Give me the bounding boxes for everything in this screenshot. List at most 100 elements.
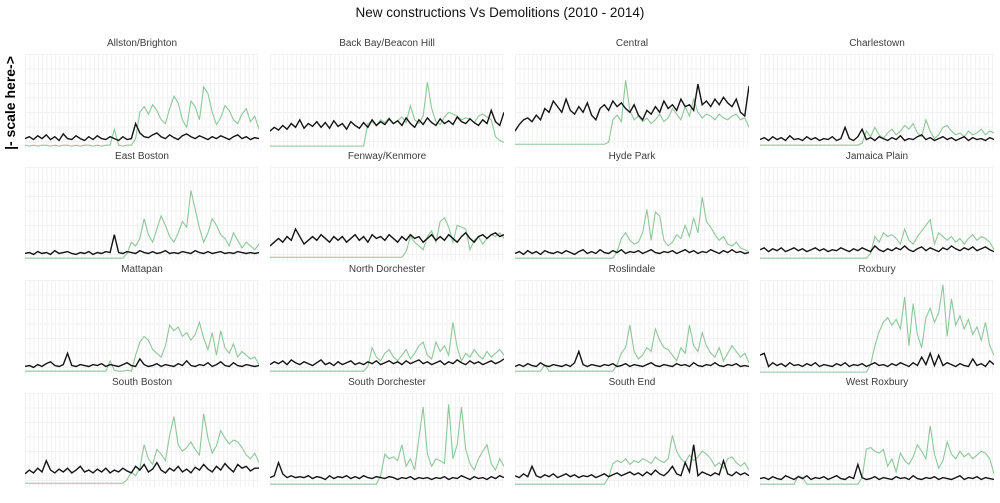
line-chart	[760, 280, 994, 374]
facet-panel: South Boston	[25, 375, 259, 487]
facet-plot	[25, 280, 259, 374]
facet-plot	[270, 280, 504, 374]
facet-panel: Mattapan	[25, 262, 259, 374]
facets-grid: Allston/Brighton Back Bay/Beacon Hill Cent…	[25, 36, 994, 487]
line-chart	[270, 280, 504, 374]
facet-title: West Roxbury	[845, 377, 909, 388]
demolitions-line	[270, 229, 504, 246]
new-constructions-line	[515, 197, 749, 258]
new-constructions-line	[515, 325, 749, 371]
new-constructions-line	[25, 87, 259, 146]
facet-title: Back Bay/Beacon Hill	[339, 38, 435, 49]
facet-title: South Dorchester	[348, 377, 426, 388]
facet-plot	[270, 54, 504, 148]
demolitions-line	[25, 461, 259, 474]
facet-panel: South Dorchester	[270, 375, 504, 487]
facet-title: North Dorchester	[348, 264, 426, 275]
line-chart	[515, 280, 749, 374]
new-constructions-line	[760, 426, 994, 484]
new-constructions-line	[515, 435, 749, 484]
facet-plot	[25, 54, 259, 148]
new-constructions-line	[515, 80, 749, 144]
new-constructions-line	[25, 414, 259, 484]
facet-title: Roxbury	[858, 264, 896, 275]
facet-title: Fenway/Kenmore	[347, 151, 427, 162]
facet-title: Allston/Brighton	[106, 38, 178, 49]
demolitions-line	[760, 353, 994, 366]
facet-panel: Roslindale	[515, 262, 749, 374]
chart-title: New constructions Vs Demolitions (2010 -…	[355, 5, 645, 20]
facet-panel: East Boston	[25, 149, 259, 261]
facet-plot	[515, 393, 749, 487]
facet-plot	[760, 167, 994, 261]
new-constructions-line	[270, 82, 504, 146]
line-chart	[515, 54, 749, 148]
line-chart	[270, 54, 504, 148]
y-axis-label: |- scale here->	[2, 56, 18, 150]
facet-plot	[760, 393, 994, 487]
facet-plot	[270, 167, 504, 261]
facet-plot	[515, 280, 749, 374]
demolitions-line	[515, 84, 749, 131]
facet-panel: Back Bay/Beacon Hill	[270, 36, 504, 148]
facet-panel: South End	[515, 375, 749, 487]
demolitions-line	[515, 250, 749, 255]
facet-title: Hyde Park	[608, 151, 656, 162]
facet-plot	[25, 393, 259, 487]
new-constructions-line	[270, 404, 504, 484]
facet-title: Mattapan	[121, 264, 163, 275]
line-chart	[515, 393, 749, 487]
new-constructions-line	[760, 120, 994, 145]
line-chart	[515, 167, 749, 261]
demolitions-line	[515, 351, 749, 366]
demolitions-line	[515, 445, 749, 478]
facet-plot	[270, 393, 504, 487]
new-constructions-line	[760, 285, 994, 372]
line-chart	[25, 280, 259, 374]
facet-title: Charlestown	[849, 38, 905, 49]
facet-plot	[515, 54, 749, 148]
facet-panel: Fenway/Kenmore	[270, 149, 504, 261]
new-constructions-line	[25, 191, 259, 259]
line-chart	[25, 54, 259, 148]
demolitions-line	[760, 246, 994, 252]
demolitions-line	[760, 127, 994, 140]
demolitions-line	[270, 463, 504, 480]
demolitions-line	[270, 110, 504, 131]
facet-plot	[760, 280, 994, 374]
facet-panel: Jamaica Plain	[760, 149, 994, 261]
demolitions-line	[25, 353, 259, 367]
demolitions-line	[270, 359, 504, 366]
facet-panel: Central	[515, 36, 749, 148]
facet-panel: Roxbury	[760, 262, 994, 374]
line-chart	[270, 167, 504, 261]
line-chart	[25, 393, 259, 487]
new-constructions-line	[270, 322, 504, 371]
facet-title: East Boston	[115, 151, 169, 162]
line-chart	[760, 167, 994, 261]
facet-panel: Hyde Park	[515, 149, 749, 261]
demolitions-line	[760, 464, 994, 479]
line-chart	[760, 393, 994, 487]
facet-title: South End	[608, 377, 656, 388]
facet-title: Central	[615, 38, 649, 49]
facet-panel: West Roxbury	[760, 375, 994, 487]
new-constructions-line	[760, 220, 994, 259]
demolitions-line	[25, 124, 259, 141]
facet-panel: North Dorchester	[270, 262, 504, 374]
facet-plot	[25, 167, 259, 261]
facet-panel: Allston/Brighton	[25, 36, 259, 148]
line-chart	[270, 393, 504, 487]
facet-panel: Charlestown	[760, 36, 994, 148]
line-chart	[760, 54, 994, 148]
line-chart	[25, 167, 259, 261]
new-constructions-line	[270, 218, 504, 257]
facet-title: Jamaica Plain	[845, 151, 909, 162]
facet-title: Roslindale	[608, 264, 656, 275]
facet-plot	[515, 167, 749, 261]
facet-plot	[760, 54, 994, 148]
new-constructions-line	[25, 322, 259, 371]
facet-title: South Boston	[111, 377, 173, 388]
demolitions-line	[25, 235, 259, 255]
